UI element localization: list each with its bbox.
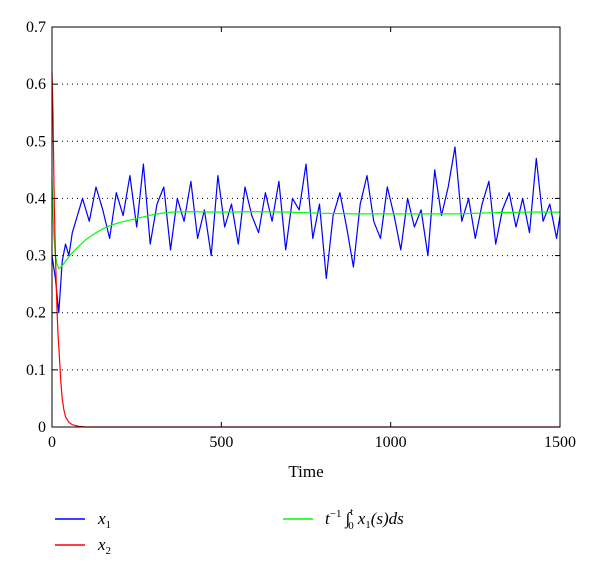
grid-lines <box>52 83 560 371</box>
x-tick-label: 500 <box>209 434 233 451</box>
x-tick-label: 1000 <box>375 434 407 451</box>
y-tick-label: 0.4 <box>26 190 46 207</box>
y-tick-label: 0 <box>38 419 46 436</box>
series-line-x1 <box>51 146 561 314</box>
legend-label-x2: x2 <box>97 535 111 557</box>
x-tick-label: 1500 <box>544 434 576 451</box>
axis-ticks: 0 500 1000 1500 0 0.1 0.2 0.3 0.4 0.5 0.6 0.7 <box>26 19 576 451</box>
series-line-time-average <box>51 181 560 270</box>
legend-label-x1: x1 <box>97 509 111 531</box>
x-axis-title: Time <box>288 462 323 481</box>
series-line-x2 <box>51 72 560 428</box>
x-tick-label: 0 <box>48 434 56 451</box>
y-tick-label: 0.1 <box>26 362 46 379</box>
legend: x1 x2 t−1 ∫t 0 x1(s)ds <box>55 506 404 557</box>
y-tick-label: 0.7 <box>26 19 46 36</box>
plot-frame <box>51 26 561 428</box>
y-tick-label: 0.2 <box>26 305 46 322</box>
y-tick-label: 0.6 <box>26 76 46 93</box>
legend-label-time-average: t−1 ∫t 0 x1(s)ds <box>325 506 404 532</box>
y-tick-label: 0.5 <box>26 133 46 150</box>
y-tick-label: 0.3 <box>26 248 46 265</box>
plot-series <box>51 72 561 428</box>
